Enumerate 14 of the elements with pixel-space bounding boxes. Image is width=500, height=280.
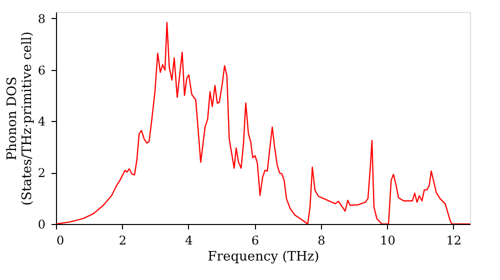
x-tick-label: 12	[446, 234, 462, 248]
y-tick-label: 6	[38, 63, 46, 78]
x-tick-label: 4	[185, 234, 194, 248]
x-tick-label: 10	[380, 234, 396, 248]
x-tick-label: 0	[56, 234, 64, 248]
x-tick-label: 6	[251, 234, 260, 248]
y-tick-label: 8	[38, 12, 46, 26]
x-tick-label: 8	[318, 234, 326, 248]
y-tick-label: 0	[38, 218, 46, 232]
x-axis-title: Frequency (THz)	[208, 250, 320, 264]
y-axis-title: Phonon DOS (States/THz·primitive cell)	[4, 31, 35, 206]
x-tick-label: 2	[118, 234, 127, 248]
y-tick-label: 4	[38, 114, 46, 129]
y-tick-label: 2	[38, 166, 46, 180]
